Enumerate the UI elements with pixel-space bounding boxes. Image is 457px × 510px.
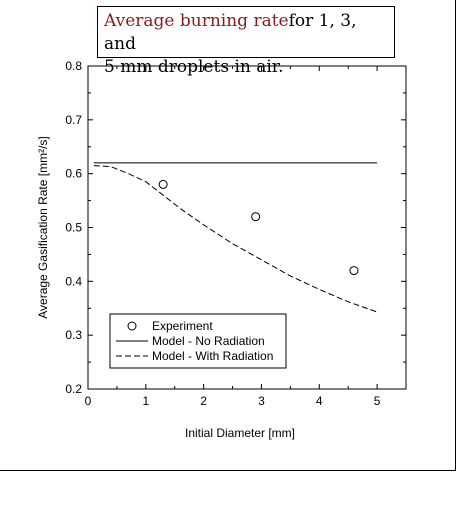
y-tick-label: 0.7: [65, 113, 82, 127]
y-tick-label: 0.5: [65, 221, 82, 235]
legend-marker-experiment: [127, 321, 137, 331]
y-tick-label: 0.3: [65, 328, 82, 342]
series-line-with-radiation: [93, 165, 378, 313]
y-tick-label: 0.2: [65, 382, 82, 396]
legend-label: Experiment: [152, 319, 213, 333]
x-tick-label: 3: [258, 394, 265, 408]
figure-frame: [0, 0, 456, 471]
x-tick-label: 0: [85, 394, 92, 408]
legend-label: Model - With Radiation: [152, 349, 273, 363]
x-tick-label: 1: [142, 394, 149, 408]
title-rest-line-2: 5 mm droplets in air.: [104, 57, 284, 77]
y-tick-label: 0.4: [65, 274, 82, 288]
experiment-point: [251, 212, 261, 222]
legend-label: Model - No Radiation: [152, 334, 265, 348]
chart-title: Average burning ratefor 1, 3, and 5 mm d…: [97, 6, 395, 77]
x-tick-label: 5: [374, 394, 381, 408]
y-axis-label: Average Gasification Rate [mm²/s]: [36, 136, 50, 319]
experiment-point: [158, 179, 168, 189]
experiment-point: [349, 266, 359, 276]
x-axis-label: Initial Diameter [mm]: [185, 426, 295, 440]
x-tick-label: 4: [316, 394, 323, 408]
y-tick-label: 0.8: [65, 59, 82, 73]
y-tick-label: 0.6: [65, 167, 82, 181]
title-lead: Average burning rate: [104, 11, 289, 31]
title-rest-line-1: for 1, 3, and: [104, 11, 357, 54]
plot-area: [93, 162, 378, 313]
axes: 0 1 2 3 4 5 0.2 0.3 0.4 0.5 0.6 0.7 0.8 Initial Diame…: [36, 59, 407, 440]
x-tick-label: 2: [200, 394, 207, 408]
